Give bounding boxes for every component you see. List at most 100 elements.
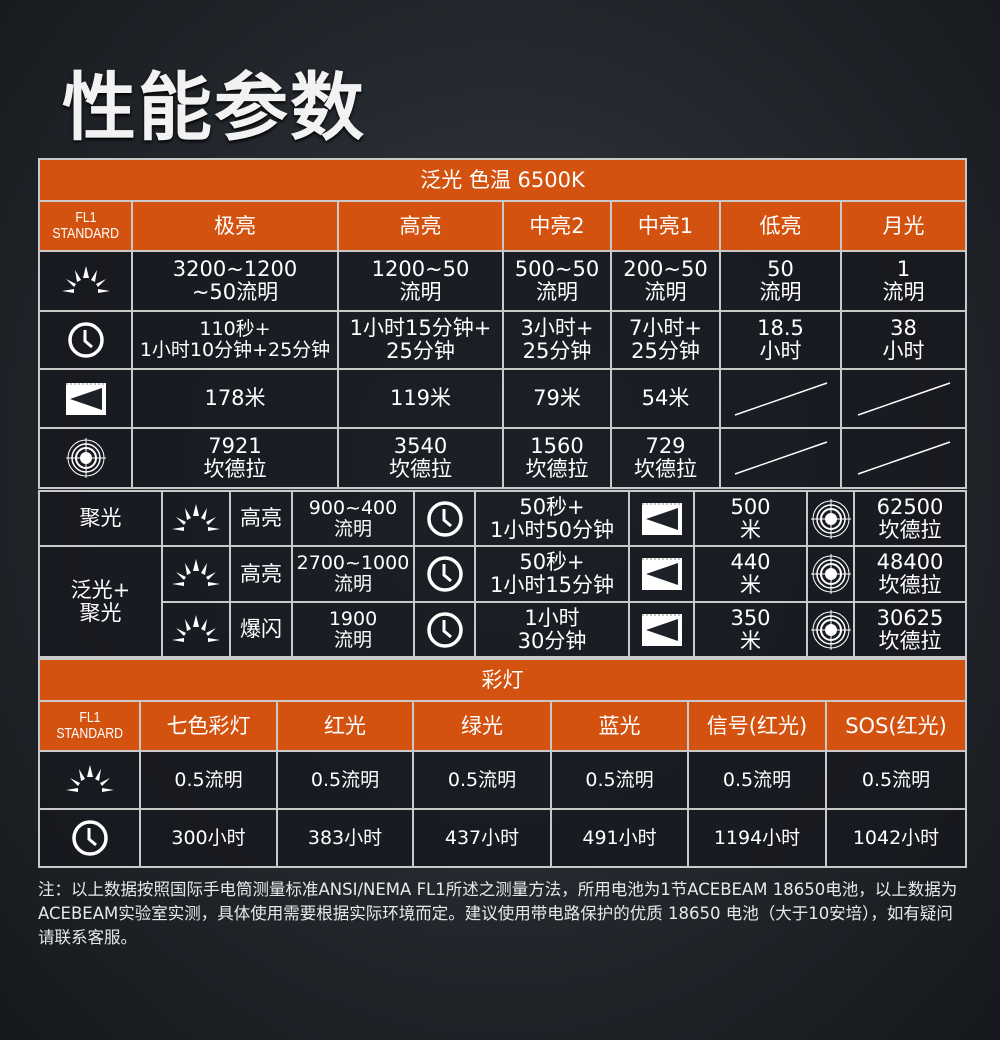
lumens-value: 900~400 流明 bbox=[291, 490, 415, 547]
cell-text-line: 900~400 bbox=[308, 496, 398, 519]
cell-text-line: 0.5流明 bbox=[861, 768, 931, 791]
table-header-row: 彩灯 bbox=[37, 658, 968, 702]
value-cell: 50 流明 bbox=[719, 250, 842, 312]
intensity-icon bbox=[808, 609, 853, 651]
cell-text-line: 0.5流明 bbox=[174, 768, 243, 791]
not-applicable-cell bbox=[719, 368, 842, 429]
standard-text: FL1 bbox=[78, 709, 101, 727]
value-cell: 437小时 bbox=[412, 808, 552, 868]
mode-label: 高亮 bbox=[229, 490, 293, 547]
cell-text-line: 3200~1200 bbox=[172, 257, 298, 282]
cell-text-line: 坎德拉 bbox=[878, 628, 942, 653]
value-cell: 178米 bbox=[131, 368, 339, 429]
cell-text-line: 流明 bbox=[333, 628, 372, 651]
mode-header: 月光 bbox=[840, 200, 967, 252]
throw-icon bbox=[40, 382, 131, 416]
cell-text-line: 中亮1 bbox=[637, 213, 694, 238]
cell-text-line: 119米 bbox=[389, 386, 452, 411]
not-applicable-cell bbox=[840, 427, 967, 489]
lumen-icon bbox=[163, 613, 229, 647]
cell-text-line: 1194小时 bbox=[713, 826, 801, 849]
cell-text-line: 440 bbox=[730, 550, 771, 575]
intensity-icon bbox=[808, 498, 853, 540]
table-row: 110秒+ 1小时10分钟+25分钟 1小时15分钟+ 25分钟 3小时+ 25分钟 7小时… bbox=[38, 310, 967, 370]
cell-text-line: 50秒+ bbox=[519, 550, 585, 575]
cell-text-line: 437小时 bbox=[444, 826, 520, 849]
clock-icon-cell bbox=[413, 545, 476, 603]
cell-text-line: 25分钟 bbox=[386, 339, 455, 363]
cell-text-line: 1小时 bbox=[524, 605, 580, 630]
value-cell: 0.5流明 bbox=[412, 750, 552, 810]
runtime-value: 50秒+ 1小时50分钟 bbox=[474, 490, 630, 547]
cell-text-line: 彩灯 bbox=[481, 667, 524, 692]
cell-text-line: 泛光 色温 6500K bbox=[420, 167, 585, 192]
table-row: 3200~1200 ~50流明 1200~50 流明 500~50 流明 200~50 流明 5… bbox=[38, 250, 967, 312]
table-row: 7921 坎德拉 3540 坎德拉 1560 坎德拉 729 坎德拉 bbox=[38, 427, 967, 489]
not-applicable-cell bbox=[840, 368, 967, 429]
cell-text-line: 1小时50分钟 bbox=[489, 517, 615, 542]
throw-icon bbox=[630, 613, 693, 647]
lumen-icon-cell bbox=[161, 490, 231, 547]
lumens-value: 2700~1000 流明 bbox=[291, 545, 415, 603]
table-title: 泛光 色温 6500K bbox=[38, 158, 967, 202]
spot-row: 爆闪 1900 流明 1小时 30分钟 350 米 30625 坎德拉 bbox=[39, 601, 967, 658]
lumen-icon-cell bbox=[38, 750, 141, 810]
value-cell: 1小时15分钟+ 25分钟 bbox=[337, 310, 504, 370]
flood-table: 泛光 色温 6500K FL1 STANDARD 极亮 高亮 中亮2 中亮1 低亮 月光 3200… bbox=[38, 158, 967, 489]
cell-text-line: 聚光 bbox=[79, 600, 122, 625]
mode-header: 低亮 bbox=[719, 200, 842, 252]
value-cell: 1560 坎德拉 bbox=[502, 427, 612, 489]
cell-text-line: 坎德拉 bbox=[878, 517, 942, 542]
mode-header: 极亮 bbox=[131, 200, 339, 252]
cell-text-line: 聚光 bbox=[79, 506, 122, 531]
cell-text-line: 3小时+ bbox=[520, 316, 594, 341]
mode-header: 中亮1 bbox=[610, 200, 721, 252]
value-cell: 0.5流明 bbox=[139, 750, 278, 810]
cell-text-line: 2700~1000 bbox=[296, 552, 410, 575]
lumen-icon-cell bbox=[161, 545, 231, 603]
cell-text-line: 0.5流明 bbox=[310, 768, 380, 791]
cell-text-line: 高亮 bbox=[240, 561, 282, 586]
cell-text-line: 泛光+ bbox=[70, 577, 131, 602]
runtime-value: 1小时 30分钟 bbox=[474, 601, 630, 658]
cell-text-line: 3540 bbox=[393, 434, 448, 459]
fl1-standard-label: FL1 STANDARD bbox=[38, 200, 133, 252]
mode-header: 绿光 bbox=[412, 700, 552, 752]
lumen-icon bbox=[163, 502, 229, 536]
value-cell: 3小时+ 25分钟 bbox=[502, 310, 612, 370]
lumen-icon-cell bbox=[38, 250, 133, 312]
cell-text-line: 0.5流明 bbox=[447, 768, 517, 791]
mode-header: 七色彩灯 bbox=[139, 700, 278, 752]
throw-icon-cell bbox=[628, 545, 695, 603]
fl1-standard-label: FL1 STANDARD bbox=[38, 700, 141, 752]
value-cell: 300小时 bbox=[139, 808, 278, 868]
value-cell: 500~50 流明 bbox=[502, 250, 612, 312]
lumen-icon bbox=[40, 763, 139, 797]
value-cell: 1194小时 bbox=[687, 808, 827, 868]
throw-icon-cell bbox=[38, 368, 133, 429]
value-cell: 119米 bbox=[337, 368, 504, 429]
lumen-icon-cell bbox=[161, 601, 231, 658]
clock-icon bbox=[40, 819, 139, 857]
cell-text-line: SOS(红光) bbox=[845, 713, 947, 738]
cell-text-line: 50秒+ bbox=[519, 494, 585, 519]
cell-text-line: 18.5 bbox=[757, 316, 804, 341]
cell-text-line: 低亮 bbox=[759, 213, 802, 238]
table-row: 300小时 383小时 437小时 491小时 1194小时 1042小时 bbox=[38, 808, 968, 868]
cell-text-line: 25分钟 bbox=[631, 339, 700, 363]
cell-text-line: 300小时 bbox=[171, 826, 246, 849]
cell-text-line: 坎德拉 bbox=[878, 573, 942, 597]
mode-label: 爆闪 bbox=[229, 601, 293, 658]
cell-text-line: 小时 bbox=[759, 339, 802, 363]
value-cell: 79米 bbox=[502, 368, 612, 429]
cell-text-line: 米 bbox=[740, 517, 761, 542]
mode-header-row: FL1 STANDARD 七色彩灯 红光 绿光 蓝光 信号(红光) SOS(红光) bbox=[38, 700, 968, 752]
value-cell: 0.5流明 bbox=[550, 750, 689, 810]
clock-icon bbox=[415, 500, 474, 538]
clock-icon bbox=[415, 611, 474, 649]
table-header-row: 泛光 色温 6500K bbox=[38, 158, 967, 202]
cell-text-line: 500~50 bbox=[514, 257, 600, 282]
standard-text: STANDARD bbox=[56, 725, 123, 742]
cell-text-line: 200~50 bbox=[623, 257, 708, 282]
spot-row: 聚光 高亮 900~400 流明 50秒+ 1小时50分钟 500 米 62500 坎德拉 bbox=[38, 490, 967, 547]
